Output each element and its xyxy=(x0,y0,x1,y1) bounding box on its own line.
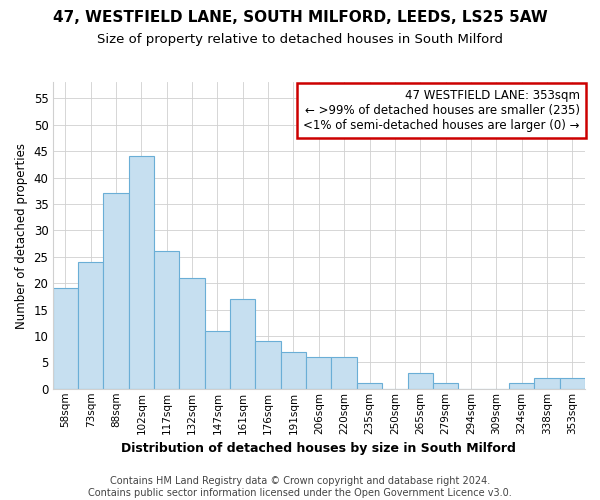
Text: Contains HM Land Registry data © Crown copyright and database right 2024.
Contai: Contains HM Land Registry data © Crown c… xyxy=(88,476,512,498)
Bar xyxy=(357,384,382,389)
Bar xyxy=(281,352,306,389)
Bar xyxy=(154,252,179,389)
Bar xyxy=(230,299,256,389)
Bar xyxy=(103,194,128,389)
Bar xyxy=(179,278,205,389)
Bar xyxy=(128,156,154,389)
Bar xyxy=(509,384,534,389)
Bar xyxy=(78,262,103,389)
Bar xyxy=(53,288,78,389)
Text: 47 WESTFIELD LANE: 353sqm
← >99% of detached houses are smaller (235)
<1% of sem: 47 WESTFIELD LANE: 353sqm ← >99% of deta… xyxy=(303,88,580,132)
Bar xyxy=(256,341,281,389)
Y-axis label: Number of detached properties: Number of detached properties xyxy=(15,142,28,328)
X-axis label: Distribution of detached houses by size in South Milford: Distribution of detached houses by size … xyxy=(121,442,516,455)
Bar xyxy=(433,384,458,389)
Text: Size of property relative to detached houses in South Milford: Size of property relative to detached ho… xyxy=(97,32,503,46)
Bar xyxy=(407,373,433,389)
Bar xyxy=(205,330,230,389)
Bar xyxy=(534,378,560,389)
Text: 47, WESTFIELD LANE, SOUTH MILFORD, LEEDS, LS25 5AW: 47, WESTFIELD LANE, SOUTH MILFORD, LEEDS… xyxy=(53,10,547,25)
Bar xyxy=(560,378,585,389)
Bar xyxy=(306,357,331,389)
Bar xyxy=(331,357,357,389)
